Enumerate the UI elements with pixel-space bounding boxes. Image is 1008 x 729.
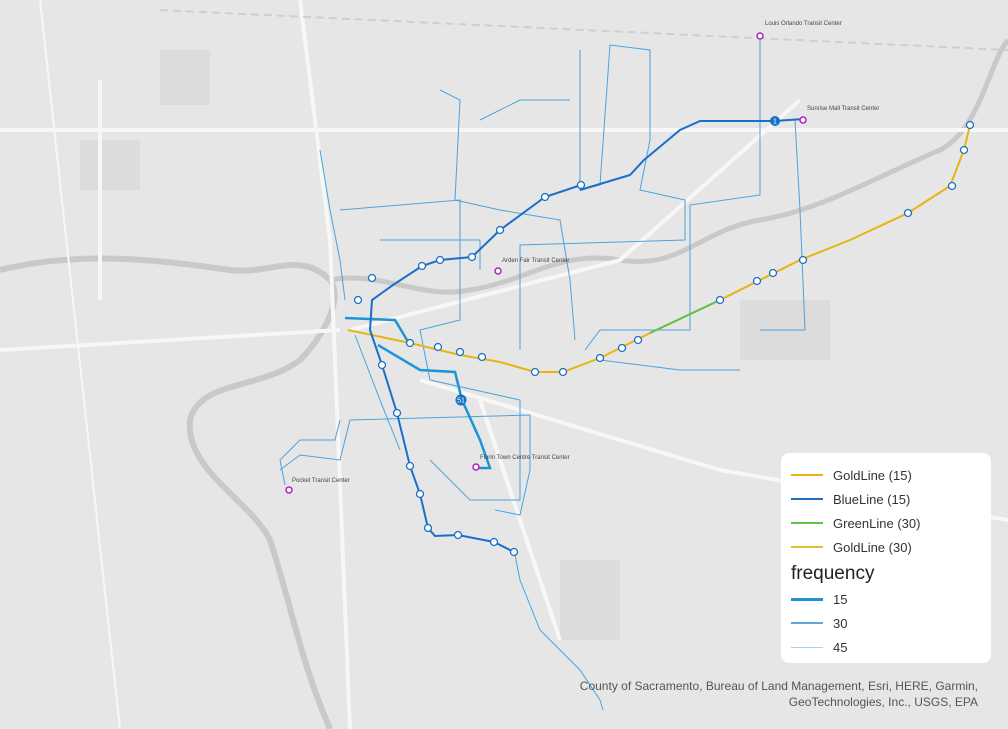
legend-label: BlueLine (15) <box>833 491 911 507</box>
legend-swatch <box>791 522 823 524</box>
legend-swatch <box>791 546 823 548</box>
legend-swatch <box>791 498 823 500</box>
legend-swatch <box>791 622 823 624</box>
place-label: Pocket Transit Center <box>292 478 350 484</box>
legend-item: 30 <box>791 611 981 635</box>
legend: GoldLine (15) BlueLine (15) GreenLine (30)… <box>781 453 991 663</box>
legend-label: GreenLine (30) <box>833 515 921 531</box>
place-label: Florin Town Centre Transit Center <box>480 455 570 461</box>
legend-label: GoldLine (30) <box>833 539 912 555</box>
legend-item: 45 <box>791 635 981 659</box>
legend-item: GreenLine (30) <box>791 511 981 535</box>
legend-item: GoldLine (30) <box>791 535 981 559</box>
legend-item: 15 <box>791 587 981 611</box>
legend-title: frequency <box>791 563 875 584</box>
route-badge: 51 <box>457 398 465 405</box>
legend-label: 45 <box>833 639 848 655</box>
attribution: County of Sacramento, Bureau of Land Man… <box>579 679 978 709</box>
place-label: Arden Fair Transit Center <box>502 258 569 264</box>
place-label: Louis Orlando Transit Center <box>765 21 842 27</box>
place-label: Sunrise Mall Transit Center <box>807 106 879 112</box>
legend-swatch <box>791 597 823 601</box>
route-badge: 1 <box>773 119 777 126</box>
legend-swatch <box>791 474 823 476</box>
legend-item: GoldLine (15) <box>791 463 981 487</box>
legend-swatch <box>791 646 823 648</box>
legend-label: GoldLine (15) <box>833 467 912 483</box>
legend-label: 30 <box>833 615 848 631</box>
legend-label: 15 <box>833 591 848 607</box>
legend-item: BlueLine (15) <box>791 487 981 511</box>
